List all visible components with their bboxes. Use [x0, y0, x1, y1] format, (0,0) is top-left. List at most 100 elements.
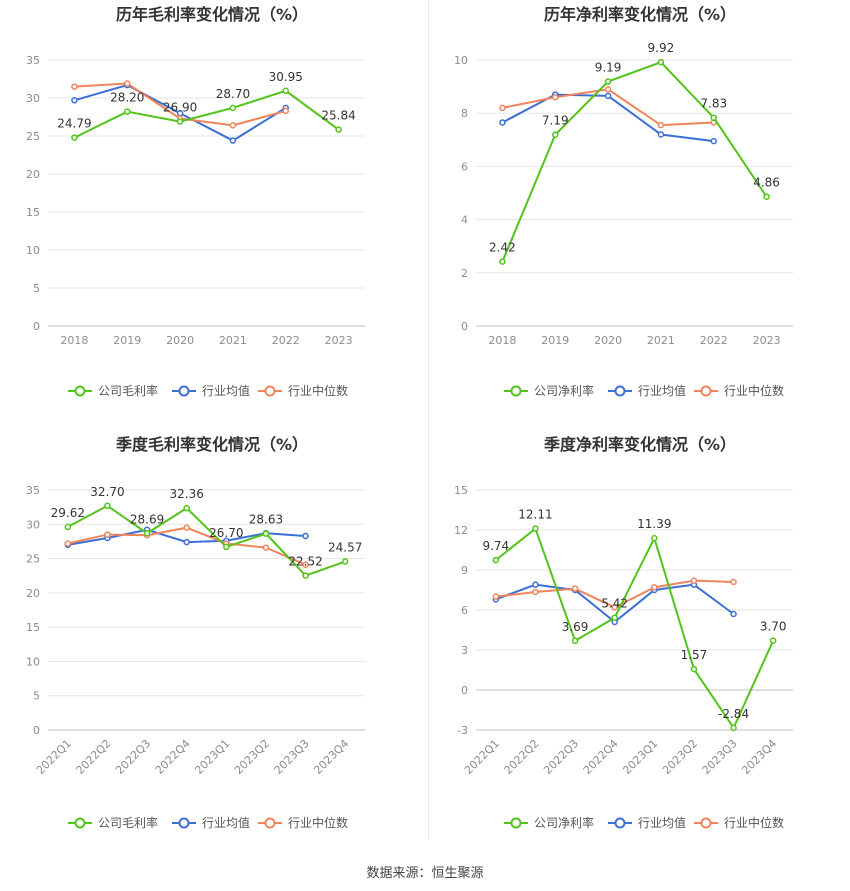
data-label: 24.79	[57, 117, 91, 131]
data-point-company	[499, 258, 506, 265]
data-point-industry_median	[499, 104, 506, 112]
x-tick-label: 2023Q3	[272, 737, 312, 777]
chart-title: 历年毛利率变化情况（%）	[116, 5, 308, 24]
data-label: 5.42	[601, 597, 628, 611]
data-label: 28.63	[249, 513, 283, 527]
panel-divider	[428, 0, 429, 840]
data-point-industry_median	[651, 584, 658, 591]
data-point-industry_median	[730, 578, 737, 586]
legend-marker-industry_avg	[614, 385, 626, 397]
data-point-company	[262, 530, 270, 537]
data-point-industry_median	[262, 544, 270, 551]
legend-marker-industry_median	[700, 817, 712, 829]
data-point-industry_avg	[499, 119, 506, 126]
x-tick-label: 2023	[753, 334, 781, 347]
legend-marker-industry_median	[700, 385, 712, 397]
x-tick-label: 2021	[219, 334, 247, 347]
data-point-company	[710, 114, 717, 121]
legend-label-industry_median: 行业中位数	[288, 383, 348, 398]
data-point-industry_median	[552, 93, 559, 101]
x-tick-label: 2023Q2	[232, 737, 272, 777]
data-label: 28.69	[130, 512, 164, 526]
y-tick-label: 30	[26, 518, 40, 531]
legend-label-industry_median: 行业中位数	[288, 815, 348, 830]
data-point-company	[104, 502, 111, 510]
legend-label-industry_avg: 行业均值	[202, 383, 250, 398]
legend-label-company: 公司毛利率	[98, 383, 158, 398]
legend-marker-company	[510, 817, 522, 829]
x-tick-label: 2023	[325, 334, 353, 347]
data-label: 28.70	[216, 87, 250, 101]
y-tick-label: 35	[26, 484, 40, 497]
y-tick-label: 6	[461, 160, 468, 173]
data-point-industry_median	[690, 577, 698, 584]
data-point-company	[532, 525, 539, 532]
x-tick-label: 2022	[700, 334, 728, 347]
legend-label-industry_median: 行业中位数	[724, 383, 784, 398]
legend-marker-industry_median	[264, 385, 276, 397]
x-tick-label: 2022Q4	[581, 737, 621, 777]
data-point-industry_median	[124, 80, 131, 87]
data-point-industry_avg	[730, 610, 737, 618]
data-label: 29.62	[51, 506, 85, 520]
data-point-industry_median	[71, 83, 78, 90]
data-point-company	[657, 58, 665, 66]
data-label: 22.52	[288, 555, 322, 569]
data-point-company	[64, 523, 72, 531]
data-point-industry_median	[604, 86, 612, 93]
legend-label-industry_avg: 行业均值	[638, 383, 686, 398]
data-source-note: 数据来源：恒生聚源	[366, 866, 484, 881]
data-label: 30.95	[269, 70, 303, 84]
data-point-industry_avg	[710, 137, 717, 145]
legend-marker-company	[74, 817, 86, 829]
x-tick-label: 2023Q1	[620, 737, 660, 777]
data-point-company	[183, 504, 190, 512]
x-tick-label: 2022	[272, 334, 300, 347]
y-tick-label: 25	[26, 130, 40, 143]
y-tick-label: 15	[26, 206, 40, 219]
data-point-industry_median	[611, 604, 618, 611]
data-label: 7.19	[542, 114, 569, 128]
y-tick-label: 15	[454, 484, 468, 497]
y-tick-label: 0	[461, 320, 468, 333]
data-point-company	[492, 556, 500, 564]
data-point-company	[124, 108, 131, 115]
data-label: 24.57	[328, 541, 362, 555]
y-tick-label: 20	[26, 587, 40, 600]
x-tick-label: 2023Q1	[192, 737, 232, 777]
x-tick-label: 2022Q2	[73, 737, 113, 777]
data-point-company	[763, 193, 770, 200]
legend-marker-industry_avg	[614, 817, 626, 829]
y-tick-label: 0	[461, 684, 468, 697]
data-label: 9.19	[595, 61, 622, 75]
data-label: 7.83	[700, 97, 727, 111]
data-point-company	[341, 558, 349, 565]
chart-panel-annual-gross-margin: 历年毛利率变化情况（%） 0 5 10 15 20 25 30 35 2018 2019 2020 20…	[0, 0, 425, 430]
data-label: 9.74	[482, 539, 509, 553]
data-point-industry_avg	[71, 97, 78, 104]
data-point-industry_avg	[302, 532, 309, 540]
data-point-industry_median	[229, 122, 237, 129]
chart-quarterly-net-margin: 季度净利率变化情况（%） -3 0 3 6 9 12 15 2022Q1 2022Q2 2022Q3…	[454, 435, 793, 830]
data-point-industry_avg	[183, 538, 190, 546]
x-tick-label: 2021	[647, 334, 675, 347]
data-point-company	[730, 724, 737, 732]
y-tick-label: 35	[26, 54, 40, 67]
chart-annual-net-margin: 历年净利率变化情况（%） 0 2 4 6 8 10 2018 2019 2020 2021 2022 2…	[454, 5, 793, 398]
data-point-company	[552, 131, 559, 138]
x-tick-label: 2018	[60, 334, 88, 347]
data-point-industry_avg	[532, 581, 539, 588]
y-tick-label: 8	[461, 107, 468, 120]
legend-label-industry_avg: 行业均值	[638, 815, 686, 830]
legend-label-industry_median: 行业中位数	[724, 815, 784, 830]
data-point-company	[176, 118, 184, 125]
x-tick-label: 2023Q4	[739, 737, 779, 777]
series-line-company	[73, 89, 340, 139]
y-tick-label: 3	[461, 644, 468, 657]
data-label: 25.84	[321, 109, 355, 123]
x-tick-label: 2022Q2	[501, 737, 541, 777]
y-tick-label: 0	[33, 320, 40, 333]
data-point-industry_avg	[229, 137, 237, 144]
legend-label-company: 公司净利率	[534, 383, 594, 398]
